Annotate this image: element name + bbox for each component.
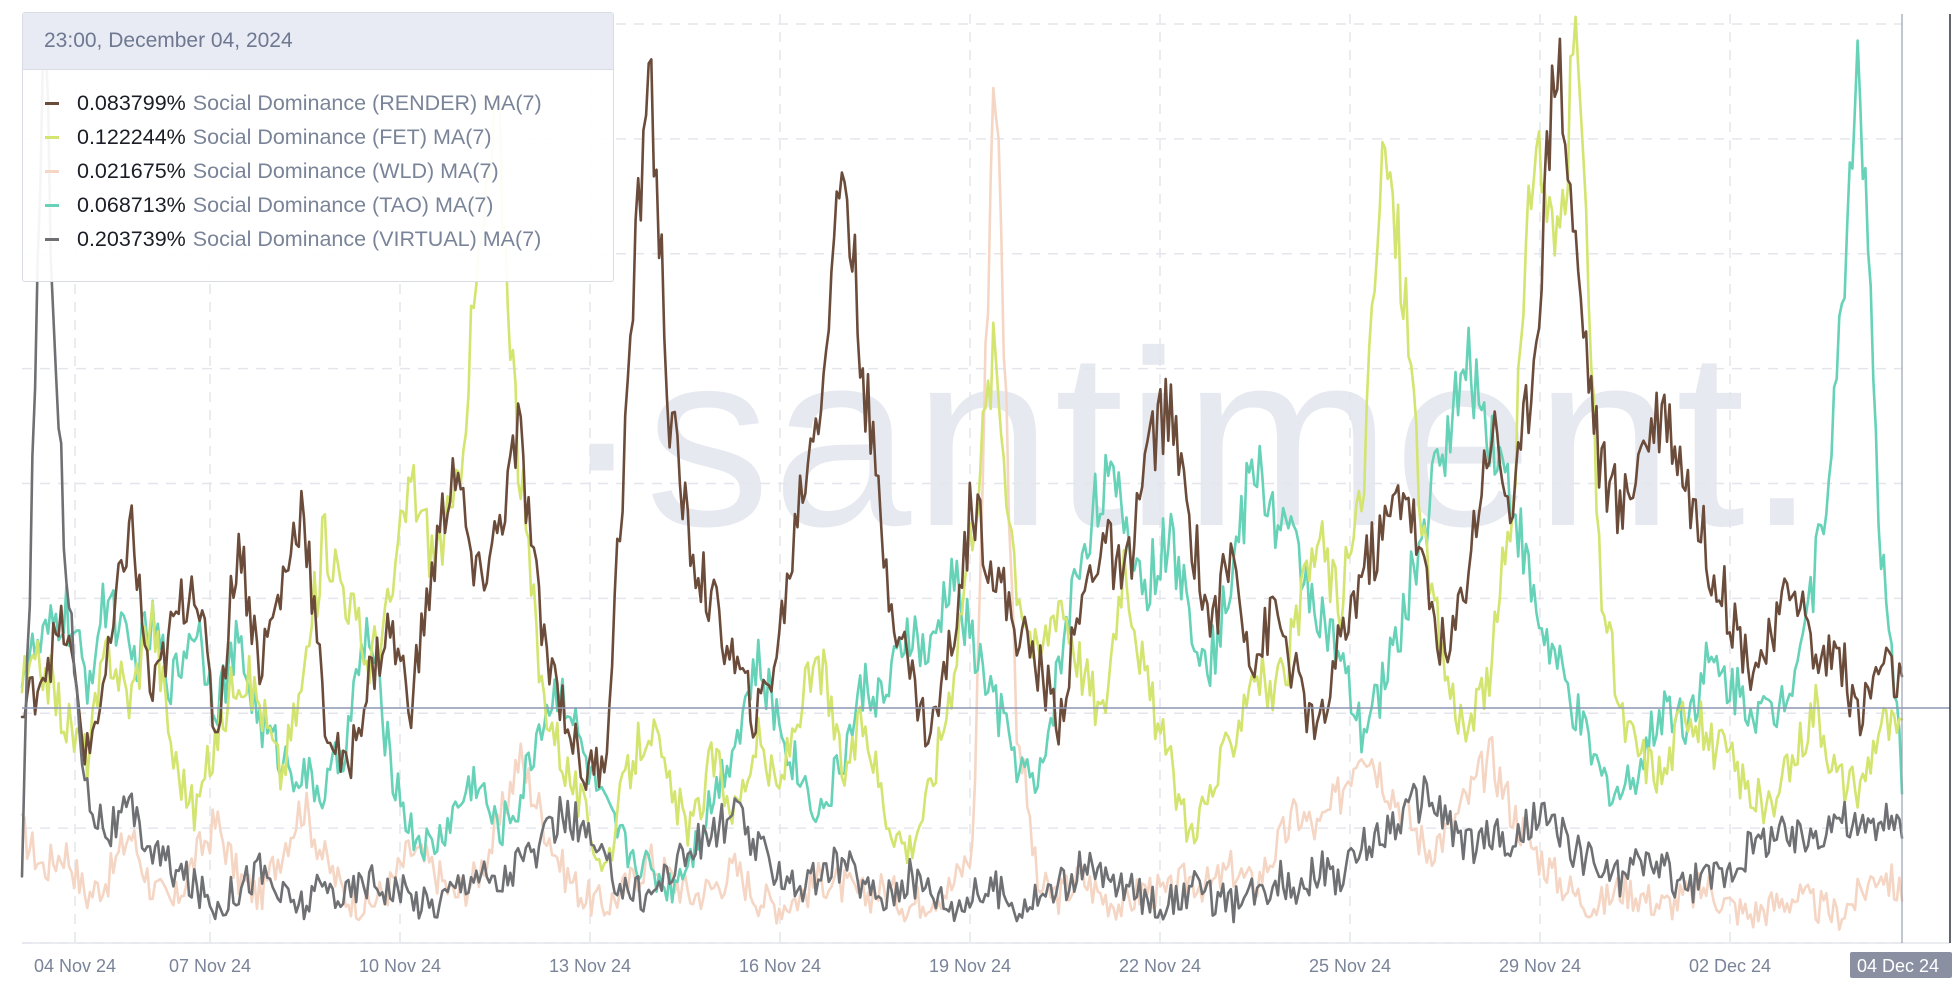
tooltip-value: 0.021675% <box>77 158 186 183</box>
x-tick-label: 02 Dec 24 <box>1689 956 1771 976</box>
tooltip-row: 0.203739% Social Dominance (VIRTUAL) MA(7… <box>23 222 613 256</box>
tooltip-series-name: Social Dominance (RENDER) MA(7) <box>192 90 542 115</box>
tooltip-value: 0.122244% <box>77 124 186 149</box>
series-line <box>20 86 1904 931</box>
series-line <box>20 37 1904 791</box>
series-lines <box>20 15 1904 931</box>
cursor-date-label-bg <box>1850 952 1952 978</box>
tooltip-value: 0.203739% <box>77 226 186 251</box>
x-axis: 04 Nov 24 07 Nov 24 10 Nov 24 13 Nov 24 16 N… <box>34 956 1771 976</box>
x-tick-label: 19 Nov 24 <box>929 956 1011 976</box>
legend-swatch <box>45 237 59 241</box>
legend-swatch <box>45 135 59 139</box>
x-tick-label: 10 Nov 24 <box>359 956 441 976</box>
santiment-watermark: ·santiment. <box>560 299 1819 578</box>
tooltip-series-name: Social Dominance (FET) MA(7) <box>192 124 492 149</box>
x-tick-label: 25 Nov 24 <box>1309 956 1391 976</box>
tooltip-date: 23:00, December 04, 2024 <box>23 13 613 70</box>
legend-swatch <box>45 101 59 105</box>
tooltip-value: 0.068713% <box>77 192 186 217</box>
x-tick-label: 07 Nov 24 <box>169 956 251 976</box>
tooltip-row: 0.021675% Social Dominance (WLD) MA(7) <box>23 154 613 188</box>
series-line <box>20 45 1904 924</box>
cursor-date-label: 04 Dec 24 <box>1857 956 1939 976</box>
x-tick-label: 29 Nov 24 <box>1499 956 1581 976</box>
chart-tooltip: 23:00, December 04, 2024 0.083799% Social… <box>22 12 614 282</box>
legend-swatch <box>45 203 59 207</box>
series-line <box>20 39 1904 904</box>
tooltip-series-name: Social Dominance (TAO) MA(7) <box>192 192 494 217</box>
tooltip-rows: 0.083799% Social Dominance (RENDER) MA(7)… <box>23 70 613 256</box>
tooltip-row: 0.122244% Social Dominance (FET) MA(7) <box>23 120 613 154</box>
tooltip-row: 0.068713% Social Dominance (TAO) MA(7) <box>23 188 613 222</box>
x-tick-label: 04 Nov 24 <box>34 956 116 976</box>
series-line <box>20 15 1904 872</box>
tooltip-series-name: Social Dominance (WLD) MA(7) <box>192 158 499 183</box>
x-tick-label: 16 Nov 24 <box>739 956 821 976</box>
x-tick-label: 13 Nov 24 <box>549 956 631 976</box>
x-tick-label: 22 Nov 24 <box>1119 956 1201 976</box>
tooltip-value: 0.083799% <box>77 90 186 115</box>
legend-swatch <box>45 169 59 173</box>
tooltip-series-name: Social Dominance (VIRTUAL) MA(7) <box>192 226 542 251</box>
tooltip-row: 0.083799% Social Dominance (RENDER) MA(7) <box>23 86 613 120</box>
